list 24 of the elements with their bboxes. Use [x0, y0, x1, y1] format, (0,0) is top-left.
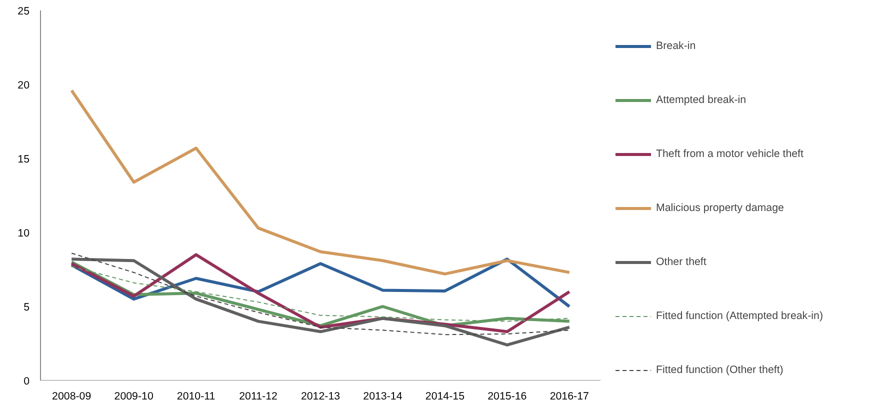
line-series — [70, 258, 571, 346]
legend-label: Theft from a motor vehicle theft — [656, 148, 804, 160]
x-tick-label: 2008-09 — [52, 390, 92, 402]
legend-label: Other theft — [656, 256, 706, 268]
y-tick-label: 20 — [18, 80, 30, 92]
line-series — [70, 88, 571, 276]
y-tick-label: 10 — [18, 228, 30, 240]
x-tick-label: 2014-15 — [425, 390, 465, 402]
legend-label: Attempted break-in — [656, 94, 746, 106]
x-tick-label: 2013-14 — [363, 390, 402, 402]
x-tick-label: 2011-12 — [239, 390, 278, 402]
x-tick-label: 2009-10 — [114, 390, 154, 402]
x-tick-label: 2010-11 — [176, 390, 216, 402]
x-tick-label: 2016-17 — [550, 390, 590, 402]
legend-label: Fitted function (Other theft) — [656, 364, 784, 376]
legend-label: Malicious property damage — [656, 202, 784, 214]
y-tick-label: 5 — [24, 302, 30, 314]
x-tick-label: 2015-16 — [488, 390, 527, 402]
legend-label: Fitted function (Attempted break-in) — [656, 310, 824, 322]
y-tick-label: 25 — [18, 6, 30, 18]
y-tick-label: 0 — [24, 376, 30, 388]
y-tick-label: 15 — [18, 154, 30, 166]
x-tick-label: 2012-13 — [300, 390, 340, 402]
legend-label: Break-in — [656, 40, 696, 52]
